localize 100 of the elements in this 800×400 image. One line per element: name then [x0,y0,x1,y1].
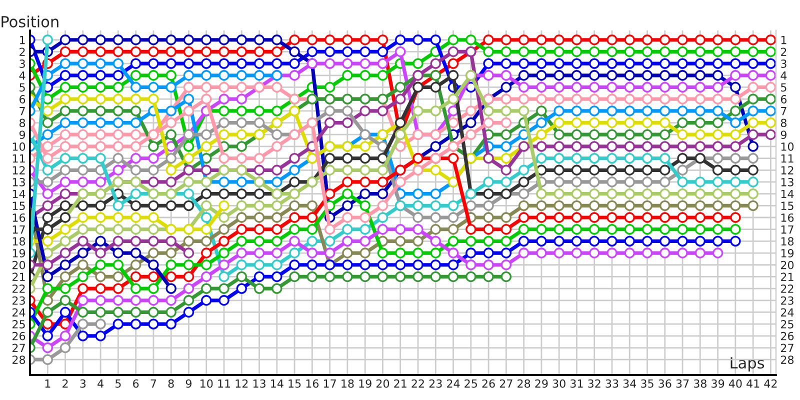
x-tick-label: 4 [98,380,104,388]
y-tick-label: 18 [12,237,26,246]
y2-tick-label: 2 [780,48,786,56]
x-tick-label: 33 [606,379,618,388]
x-tick-label: 20 [376,379,390,388]
x-tick-label: 1 [45,380,50,388]
x-tick-label: 22 [412,379,424,388]
x-tick-label: 13 [253,379,266,388]
y2-tick-label: 22 [780,284,794,293]
x-tick-label: 30 [552,379,566,388]
x-tick-label: 23 [429,379,442,388]
y2-tick-label: 3 [781,60,786,68]
y-tick-label: 5 [20,83,25,92]
y2-tick-label: 11 [781,154,794,163]
y2-tick-label: 21 [780,272,794,281]
x-tick-label: 11 [218,380,230,388]
y2-tick-label: 24 [780,308,794,316]
y-tick-label: 2 [20,48,25,56]
y2-tick-label: 8 [780,118,786,128]
y-tick-label: 9 [19,130,26,139]
y-tick-label: 23 [12,296,25,305]
y2-tick-label: 4 [780,72,787,80]
x-tick-label: 12 [236,379,248,388]
y2-tick-label: 5 [781,83,786,92]
y-tick-label: 4 [19,72,26,80]
x-tick-label: 32 [588,379,600,388]
y2-tick-label: 10 [781,142,794,151]
y2-tick-label: 6 [780,95,787,104]
x-tick-label: 14 [271,380,284,388]
x-tick-label: 34 [623,379,636,388]
x-tick-label: 18 [342,379,354,388]
x-tick-label: 6 [133,379,139,388]
y-tick-label: 24 [12,308,26,316]
y-tick-label: 3 [20,60,25,68]
y2-tick-label: 9 [780,130,786,139]
x-tick-label: 15 [288,380,301,388]
y-tick-label: 26 [12,332,26,340]
x-tick-label: 19 [359,379,372,388]
y-tick-label: 12 [12,166,25,174]
y2-tick-label: 28 [780,356,794,364]
y-axis-title: Position [2,16,58,28]
y-tick-label: 7 [20,107,25,116]
x-tick-label: 41 [746,380,760,388]
x-tick-label: 37 [676,379,689,388]
x-tick-label: 26 [482,379,495,388]
y2-tick-label: 27 [780,344,794,352]
y-tick-label: 20 [12,260,26,270]
x-tick-label: 8 [168,379,174,388]
x-tick-label: 29 [535,379,548,388]
y-tick-label: 27 [12,344,25,352]
x-tick-label: 24 [447,379,460,388]
x-tick-label: 36 [658,379,672,388]
x-tick-label: 38 [694,379,706,388]
x-tick-label: 17 [324,380,336,388]
y2-tick-label: 16 [781,213,794,222]
y-tick-label: 17 [12,225,25,234]
y2-tick-label: 13 [781,178,794,186]
y-tick-label: 1 [20,36,25,44]
y2-tick-label: 7 [781,107,786,116]
x-tick-label: 42 [764,379,777,388]
y-tick-label: 22 [12,284,25,293]
y-tick-label: 8 [20,118,26,128]
y2-tick-label: 18 [781,237,794,246]
x-tick-label: 39 [712,379,724,388]
x-tick-label: 5 [116,380,121,388]
y2-tick-label: 25 [780,320,794,328]
y-tick-label: 6 [20,95,26,104]
x-tick-label: 35 [641,379,654,388]
y-tick-label: 19 [12,249,26,258]
y2-tick-label: 12 [781,166,794,174]
x-tick-label: 10 [200,379,213,388]
y2-tick-label: 17 [781,225,794,234]
y-tick-label: 14 [12,190,26,198]
y2-tick-label: 1 [781,36,786,44]
x-tick-label: 7 [150,380,156,388]
y-tick-label: 28 [12,356,26,364]
y-tick-label: 11 [12,154,25,163]
x-tick-label: 40 [728,379,742,388]
y2-tick-label: 19 [781,249,794,258]
x-tick-label: 21 [394,379,406,388]
x-tick-label: 31 [570,379,583,388]
x-axis-title: Laps [730,357,764,372]
y-tick-label: 25 [12,320,25,328]
x-tick-label: 3 [80,379,86,388]
x-tick-label: 28 [518,379,530,388]
y2-tick-label: 14 [781,190,794,198]
y-tick-label: 21 [12,272,25,281]
x-tick-label: 25 [464,379,477,388]
x-tick-label: 27 [500,379,512,388]
x-tick-label: 2 [62,379,68,388]
y2-tick-label: 26 [780,332,794,340]
y-tick-label: 10 [12,142,26,151]
y2-tick-label: 23 [780,296,794,305]
y2-tick-label: 20 [780,260,794,270]
y-tick-label: 13 [12,178,25,186]
y-tick-label: 15 [12,202,25,210]
y2-tick-label: 15 [781,202,794,210]
y-tick-label: 16 [12,213,26,222]
x-tick-label: 16 [306,379,319,388]
x-tick-label: 9 [186,379,192,388]
